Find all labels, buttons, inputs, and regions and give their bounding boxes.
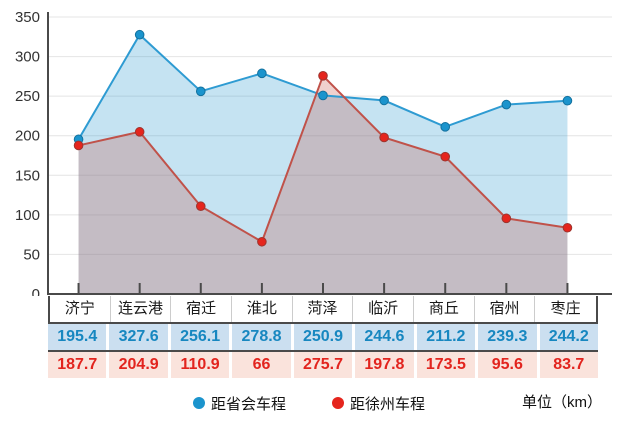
y-axis-tick-label: 150: [15, 167, 40, 184]
series-1-marker: [257, 68, 267, 79]
y-axis-tick-label: 200: [15, 128, 40, 145]
series-1-marker: [134, 29, 145, 40]
series-1-value-row: 195.4 327.6 256.1 278.8 250.9 244.6 211.2 239.3…: [48, 324, 598, 352]
series-2-marker: [501, 213, 512, 224]
value-cell: 327.6: [109, 324, 168, 350]
value-cell: 187.7: [48, 352, 107, 378]
value-cell: 239.3: [478, 324, 537, 350]
series-1-dot-icon: [192, 397, 205, 409]
series-2-marker: [195, 201, 206, 212]
series-2-area: [78, 75, 568, 293]
category-cell: 枣庄: [550, 300, 581, 317]
series-1-marker: [318, 90, 328, 101]
series-1-marker: [562, 95, 573, 106]
category-cell: 济宁: [50, 296, 111, 322]
legend: 距省会车程 距徐州车程: [0, 390, 618, 416]
area-chart-plot: 0 50 100 150 200 250 300 350: [15, 9, 612, 296]
y-axis-tick-label: 250: [15, 88, 40, 105]
legend-item-xuzhou: 距徐州车程: [332, 393, 425, 414]
legend-label-series-1: 距省会车程: [210, 395, 286, 413]
unit-label: 单位（km）: [522, 394, 602, 411]
category-cell: 临沂: [353, 296, 414, 322]
category-cell: 菏泽: [293, 296, 354, 322]
series-2-marker: [257, 236, 267, 247]
value-cell: 244.6: [355, 324, 414, 350]
y-axis-tick-label: 100: [15, 207, 40, 224]
category-cell: 连云港: [111, 296, 172, 322]
series-2-value-row: 187.7 204.9 110.9 66 275.7 197.8 173.5 95.6 83.7: [48, 352, 598, 378]
value-cell: 197.8: [355, 352, 414, 378]
series-2-marker: [440, 151, 451, 162]
y-axis-tick-label: 300: [15, 49, 40, 66]
value-cell: 204.9: [109, 352, 168, 378]
series-2-marker: [318, 71, 328, 81]
value-cell: 256.1: [170, 324, 230, 350]
y-axis-tick-label: 0: [32, 286, 40, 296]
series-2-dot-icon: [332, 397, 344, 409]
value-cell: 250.9: [293, 324, 353, 350]
series-1-marker: [440, 122, 451, 132]
data-table: 济宁 连云港 宿迁 淮北 菏泽 临沂 商丘 宿州 枣庄 195.4 327.6 256.1 278.8…: [48, 296, 598, 378]
category-row: 济宁 连云港 宿迁 淮北 菏泽 临沂 商丘 宿州 枣庄: [48, 296, 598, 324]
series-2-marker: [73, 140, 84, 151]
value-cell: 195.4: [48, 324, 107, 350]
category-cell: 宿州: [475, 296, 536, 322]
series-2-marker: [562, 222, 573, 233]
series-1-marker: [379, 95, 389, 106]
value-cell: 278.8: [232, 324, 291, 350]
value-cell: 211.2: [416, 324, 476, 350]
legend-item-provincial-capital: 距省会车程: [192, 393, 286, 414]
value-cell: 244.2: [539, 324, 598, 350]
category-cell: 淮北: [232, 296, 293, 322]
value-cell: 110.9: [170, 352, 230, 378]
value-cell: 173.5: [416, 352, 476, 378]
category-cell: 商丘: [414, 296, 475, 322]
category-cell: 宿迁: [171, 296, 232, 322]
value-cell: 95.6: [478, 352, 537, 378]
series-1-area: [78, 34, 568, 294]
value-cell: 83.7: [539, 352, 598, 378]
series-2-marker: [134, 127, 145, 137]
y-axis-tick-label: 50: [23, 246, 40, 263]
chart-footer: 距省会车程 距徐州车程 单位（km）: [0, 390, 618, 416]
value-cell: 275.7: [293, 352, 353, 378]
y-axis-tick-label: 350: [15, 9, 40, 26]
series-1-marker: [501, 99, 512, 110]
series-1-marker: [195, 86, 206, 97]
legend-label-series-2: 距徐州车程: [350, 395, 426, 413]
series-2-marker: [379, 132, 389, 143]
value-cell: 66: [232, 352, 291, 378]
